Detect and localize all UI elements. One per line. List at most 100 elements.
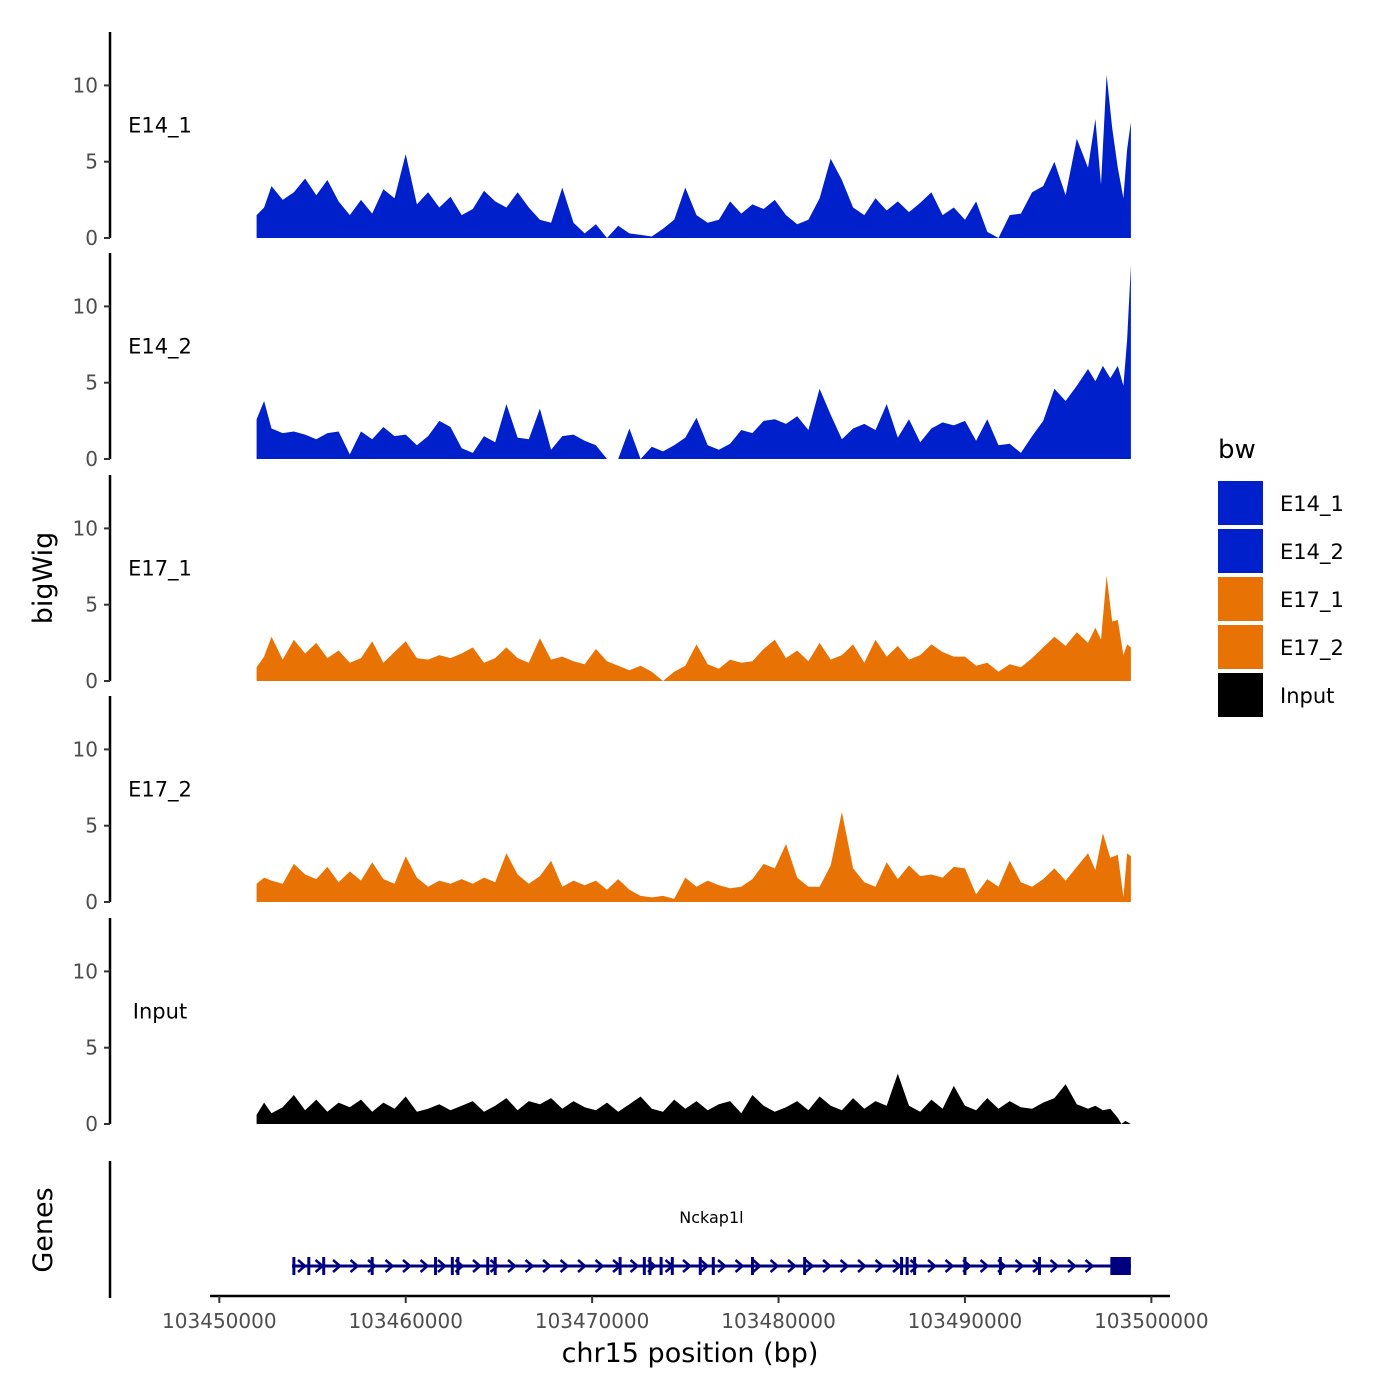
- gene-exon: [963, 1257, 967, 1275]
- strand-arrow: [1084, 1259, 1095, 1273]
- y-tick-label: 0: [85, 226, 98, 250]
- legend-label-E17_2: E17_2: [1280, 636, 1344, 661]
- track-E17_1: 0 5 10 E17_1: [73, 475, 1131, 693]
- track-E14_1: 0 5 10 E14_1: [73, 32, 1131, 250]
- y-tick-label: 5: [85, 814, 98, 838]
- track-E14_2: 0 5 10 E14_2: [73, 253, 1131, 471]
- gene-exon: [803, 1257, 807, 1275]
- legend-swatch-E17_1: [1218, 577, 1263, 621]
- track-label-E14_2: E14_2: [128, 334, 192, 359]
- legend: bw E14_1 E14_2 E17_1 E17_2 Input: [1218, 435, 1344, 717]
- y-tick-label: 10: [73, 294, 98, 318]
- gene-exon: [670, 1257, 674, 1275]
- strand-arrow: [979, 1259, 990, 1273]
- gene-exon: [292, 1257, 296, 1275]
- gene-exon: [659, 1257, 663, 1275]
- x-axis-title: chr15 position (bp): [562, 1338, 819, 1369]
- strand-arrow: [839, 1259, 850, 1273]
- y-tick-label: 5: [85, 1036, 98, 1060]
- gene-exon: [998, 1257, 1002, 1275]
- gene-exon: [322, 1257, 326, 1275]
- strand-arrow: [822, 1259, 832, 1273]
- coverage-area-E17_2: [256, 812, 1131, 902]
- strand-arrow: [874, 1259, 885, 1273]
- genes-axis-title: Genes: [28, 1187, 59, 1272]
- y-tick-label: 10: [73, 737, 98, 761]
- gene-exon: [307, 1257, 311, 1275]
- track-Input: 0 5 10 Input: [73, 918, 1131, 1136]
- strand-arrow: [1067, 1259, 1077, 1273]
- strand-arrow: [577, 1259, 587, 1273]
- track-panels: 0 5 10 E14_1 0 5 10 E14_2 0 5 10 E17_1 0 5 10 E17_2 0 5 10…: [73, 32, 1131, 1136]
- gene-exon: [698, 1257, 702, 1275]
- gene-exon: [913, 1257, 917, 1275]
- x-tick-label: 103470000: [535, 1309, 650, 1333]
- strand-arrow: [699, 1259, 710, 1273]
- gene-exon: [711, 1257, 715, 1275]
- strand-arrow: [349, 1259, 360, 1273]
- strand-arrow: [787, 1259, 797, 1273]
- gene-exon: [1038, 1257, 1042, 1275]
- strand-arrow: [927, 1259, 937, 1273]
- legend-label-E14_2: E14_2: [1280, 540, 1344, 565]
- track-label-E17_1: E17_1: [128, 556, 192, 581]
- y-tick-label: 0: [85, 890, 98, 914]
- y-tick-label: 5: [85, 593, 98, 617]
- track-E17_2: 0 5 10 E17_2: [73, 696, 1131, 914]
- strand-arrow: [1014, 1259, 1025, 1273]
- gene-track: Nckap1l: [108, 1161, 1131, 1298]
- gene-exon: [750, 1257, 754, 1275]
- strand-arrow: [437, 1259, 447, 1273]
- gene-exon: [456, 1257, 460, 1275]
- gene-exon: [486, 1257, 490, 1275]
- strand-arrow: [367, 1259, 377, 1273]
- y-tick-label: 0: [85, 669, 98, 693]
- strand-arrow: [944, 1259, 955, 1273]
- gene-exon: [370, 1257, 374, 1275]
- coverage-area-E14_2: [256, 265, 1131, 459]
- strand-arrow: [594, 1259, 605, 1273]
- strand-arrow: [559, 1259, 570, 1273]
- coverage-area-E14_1: [256, 74, 1131, 238]
- gene-exon: [434, 1257, 438, 1275]
- x-tick-label: 103480000: [721, 1309, 836, 1333]
- y-tick-label: 10: [73, 959, 98, 983]
- gene-exon: [450, 1257, 454, 1275]
- strand-arrow: [717, 1259, 727, 1273]
- y-axis-title: bigWig: [28, 532, 59, 625]
- strand-arrow: [734, 1259, 745, 1273]
- y-tick-label: 5: [85, 150, 98, 174]
- legend-label-E17_1: E17_1: [1280, 588, 1344, 613]
- legend-swatch-E14_1: [1218, 481, 1263, 525]
- strand-arrow: [297, 1259, 307, 1273]
- strand-arrow: [629, 1259, 640, 1273]
- gene-exon: [648, 1257, 652, 1275]
- coverage-area-E17_1: [256, 575, 1131, 681]
- strand-arrow: [1049, 1259, 1060, 1273]
- strand-arrow: [857, 1259, 867, 1273]
- gene-exon: [618, 1257, 622, 1275]
- legend-title: bw: [1218, 435, 1256, 465]
- strand-arrow: [909, 1259, 920, 1273]
- legend-label-E14_1: E14_1: [1280, 492, 1344, 517]
- y-tick-label: 10: [73, 73, 98, 97]
- x-tick-label: 103460000: [348, 1309, 463, 1333]
- strand-arrow: [682, 1259, 692, 1273]
- legend-swatch-E17_2: [1218, 625, 1263, 669]
- gene-utr-block: [1110, 1257, 1131, 1275]
- gene-name-label: Nckap1l: [679, 1208, 743, 1227]
- gene-exon: [493, 1257, 497, 1275]
- x-axis: 103450000 103460000 103470000 103480000 1034…: [162, 1294, 1209, 1333]
- y-tick-label: 0: [85, 1112, 98, 1136]
- strand-arrow: [332, 1259, 342, 1273]
- legend-swatch-Input: [1218, 673, 1263, 717]
- track-label-E17_2: E17_2: [128, 777, 192, 802]
- strand-arrow: [892, 1259, 902, 1273]
- strand-arrow: [419, 1259, 430, 1273]
- x-tick-label: 103500000: [1094, 1309, 1209, 1333]
- y-tick-label: 10: [73, 516, 98, 540]
- legend-swatch-E14_2: [1218, 529, 1263, 573]
- strand-arrow: [752, 1259, 762, 1273]
- y-tick-label: 0: [85, 447, 98, 471]
- legend-label-Input: Input: [1280, 684, 1334, 708]
